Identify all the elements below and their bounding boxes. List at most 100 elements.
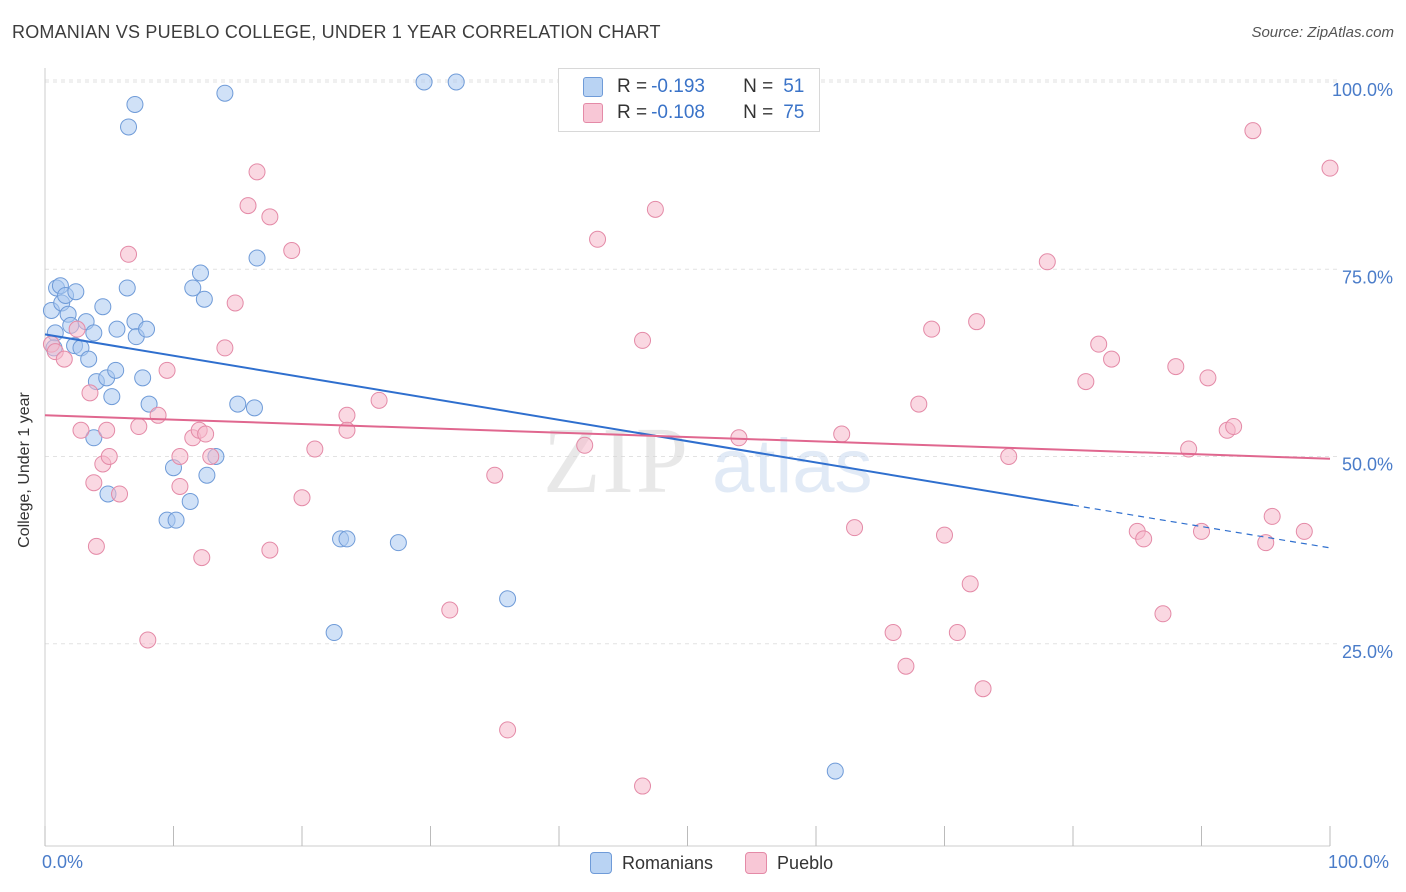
romanian-point	[85, 429, 103, 447]
y-tick-label: 100.0%	[1332, 80, 1393, 100]
romanians-swatch	[583, 77, 603, 97]
romanians-n-value: 51	[783, 76, 805, 97]
romanian-point	[94, 298, 112, 316]
pueblo-point	[910, 395, 928, 413]
pueblo-point	[261, 541, 279, 559]
pueblo-point	[634, 331, 652, 349]
x-max-label: 100.0%	[1328, 852, 1390, 872]
pueblo-point	[139, 631, 157, 649]
legend-item-romanians[interactable]: Romanians	[590, 852, 713, 874]
romanian-point	[499, 590, 517, 608]
romanian-point	[103, 388, 121, 406]
pueblo-point	[1090, 335, 1108, 353]
pueblo-point	[1135, 530, 1153, 548]
romanian-point	[167, 511, 185, 529]
pueblo-point	[1154, 605, 1172, 623]
pueblo-point	[1167, 358, 1185, 376]
romanian-point	[67, 283, 85, 301]
romanian-point	[229, 395, 247, 413]
romanian-point	[107, 361, 125, 379]
pueblo-point	[248, 163, 266, 181]
pueblo-point	[239, 197, 257, 215]
pueblo-legend-swatch	[745, 852, 768, 874]
pueblo-point	[936, 526, 953, 544]
pueblo-point	[68, 320, 86, 338]
pueblo-point	[293, 489, 311, 507]
pueblo-point	[149, 406, 167, 424]
pueblo-point	[81, 384, 99, 402]
y-tick-labels: 25.0% 50.0% 75.0% 100.0%	[1332, 80, 1393, 662]
pueblo-n-value: 75	[783, 102, 805, 123]
romanian-point	[198, 466, 216, 484]
pueblo-r-value: -0.108	[651, 102, 705, 123]
pueblo-trend-line	[44, 414, 1331, 460]
pueblo-point	[338, 406, 356, 424]
pueblo-point	[1321, 159, 1339, 177]
x-min-label: 0.0%	[42, 852, 84, 872]
romanians-n-label: N =	[743, 76, 774, 97]
pueblo-n-label: N =	[743, 102, 774, 123]
romanian-point	[120, 118, 138, 136]
pueblo-point	[87, 537, 105, 555]
romanian-point	[389, 534, 407, 552]
romanians-r-value: -0.193	[651, 76, 705, 97]
chart-title: ROMANIAN VS PUEBLO COLLEGE, UNDER 1 YEAR…	[12, 22, 661, 42]
pueblo-point	[226, 294, 244, 312]
pueblo-point	[923, 320, 941, 338]
series-legend: Romanians Pueblo	[590, 852, 865, 874]
romanian-point	[108, 320, 126, 338]
y-tick-label: 25.0%	[1342, 642, 1393, 662]
pueblo-point	[1225, 418, 1243, 436]
scatter-points	[42, 73, 1339, 795]
romanian-point	[248, 249, 266, 267]
pueblo-point	[589, 230, 607, 248]
pueblo-point	[948, 624, 966, 642]
pueblo-point	[197, 425, 215, 443]
pueblo-point	[100, 448, 118, 465]
pueblo-point	[202, 448, 220, 465]
pueblo-point	[1103, 350, 1121, 368]
pueblo-point	[98, 421, 116, 439]
pueblo-point	[499, 721, 517, 739]
romanian-point	[134, 369, 152, 387]
legend-row-romanians: R = -0.193 N = 51	[583, 73, 804, 101]
pueblo-point	[897, 657, 915, 675]
pueblo-point	[968, 313, 986, 331]
pueblo-point	[85, 474, 103, 492]
grid	[45, 79, 1340, 645]
pueblo-point	[884, 624, 902, 642]
romanian-point	[181, 492, 199, 510]
pueblo-point	[441, 601, 459, 619]
romanian-point	[118, 279, 136, 297]
pueblo-point	[306, 440, 324, 458]
pueblo-point	[283, 242, 301, 260]
pueblo-point	[120, 245, 138, 263]
pueblo-swatch	[583, 103, 603, 123]
pueblo-legend-label: Pueblo	[777, 852, 834, 873]
legend-row-pueblo: R = -0.108 N = 75	[583, 99, 804, 127]
y-tick-label: 50.0%	[1342, 455, 1393, 475]
pueblo-point	[261, 208, 279, 226]
romanian-point	[80, 350, 98, 368]
pueblo-point	[171, 448, 189, 465]
pueblo-point	[1000, 448, 1018, 465]
legend-item-pueblo[interactable]: Pueblo	[745, 852, 833, 874]
romanian-point	[826, 762, 844, 780]
pueblo-point	[130, 418, 148, 436]
watermark-zip: ZIP	[543, 409, 690, 513]
romanian-point	[184, 279, 202, 297]
pueblo-point	[1295, 522, 1313, 540]
romanian-point	[85, 324, 103, 342]
pueblo-point	[171, 477, 189, 495]
y-tick-label: 75.0%	[1342, 267, 1393, 287]
romanian-point	[447, 73, 465, 91]
pueblo-point	[974, 680, 992, 698]
romanians-legend-label: Romanians	[622, 852, 714, 873]
romanians-r-label: R =	[617, 76, 648, 97]
romanian-point	[140, 395, 158, 413]
romanians-legend-swatch	[590, 852, 612, 874]
trend-lines	[44, 333, 1331, 549]
romanian-point	[216, 84, 234, 102]
pueblo-point	[1038, 253, 1056, 271]
